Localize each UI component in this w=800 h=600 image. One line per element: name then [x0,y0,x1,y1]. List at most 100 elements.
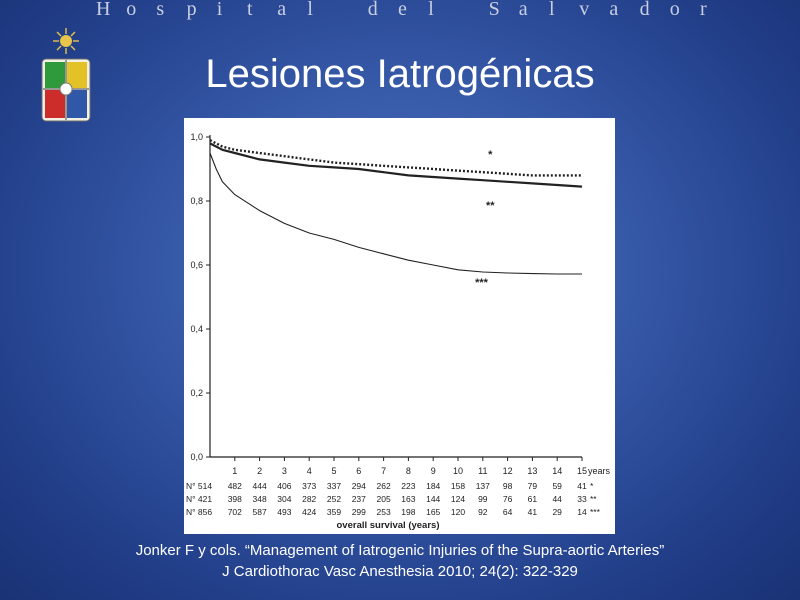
y-tick-label: 0,8 [190,196,203,206]
header-letter: p [186,0,198,20]
header-letter: H [96,0,112,20]
at-risk-value: 304 [277,494,291,504]
at-risk-value: 294 [352,481,366,491]
at-risk-value: 262 [377,481,391,491]
header-letter: l [307,0,314,20]
x-tick-label: 6 [356,466,361,476]
x-tick-label: 9 [431,466,436,476]
curve-marker-1: * [488,149,493,161]
curve-marker-3: *** [475,277,489,289]
at-risk-label: N° 514 [186,481,212,491]
at-risk-value: 223 [401,481,415,491]
header-letter: i [216,0,224,20]
header-letter: S [488,0,501,20]
at-risk-value: 299 [352,507,366,517]
at-risk-value: 64 [503,507,513,517]
y-tick-label: 0,6 [190,260,203,270]
at-risk-value: 482 [228,481,242,491]
at-risk-value: 41 [528,507,538,517]
survival-chart: 0,00,20,40,60,81,01 2 3 4 5 6 7 8 9 10 11 12 13 14 15 y… [186,132,611,531]
x-tick-label: 3 [282,466,287,476]
at-risk-label: N° 856 [186,507,212,517]
citation: Jonker F y cols. “Management of Iatrogen… [0,540,800,582]
at-risk-value: 124 [451,494,465,504]
at-risk-value: 41 [577,481,587,491]
at-risk-value: 444 [253,481,267,491]
at-risk-value: 98 [503,481,513,491]
at-risk-value: 61 [528,494,538,504]
at-risk-value: 33 [577,494,587,504]
citation-line-2: J Cardiothorac Vasc Anesthesia 2010; 24(… [222,563,578,580]
survival-curve-1 [209,139,582,177]
curve-marker-2: ** [486,200,495,212]
header-letter: l [549,0,556,20]
at-risk-value: 76 [503,494,513,504]
at-risk-value: 424 [302,507,316,517]
at-risk-value: 198 [401,507,415,517]
at-risk-value: 702 [228,507,242,517]
x-tick-label: 1 [232,466,237,476]
at-risk-value: 158 [451,481,465,491]
at-risk-marker: *** [590,507,601,517]
at-risk-value: 282 [302,494,316,504]
at-risk-value: 184 [426,481,440,491]
at-risk-label: N° 421 [186,494,212,504]
slide-title: Lesiones Iatrogénicas [205,52,595,96]
x-tick-label: 4 [307,466,312,476]
at-risk-marker: ** [590,494,597,504]
x-tick-label: 14 [552,466,562,476]
x-tick-label: 11 [478,466,487,476]
header-letter: l [428,0,435,20]
y-tick-label: 0,4 [190,324,203,334]
at-risk-value: 252 [327,494,341,504]
at-risk-value: 253 [377,507,391,517]
at-risk-value: 79 [528,481,538,491]
at-risk-value: 237 [352,494,366,504]
header-letter: o [669,0,681,20]
at-risk-marker: * [590,481,594,491]
university-coat-of-arms-icon [41,28,91,122]
header-letter: o [126,0,138,20]
at-risk-value: 587 [253,507,267,517]
x-tick-label: 12 [503,466,513,476]
x-tick-label: 7 [381,466,386,476]
header-letter: a [609,0,620,20]
survival-curve-2 [209,142,583,188]
at-risk-value: 120 [451,507,465,517]
x-tick-label: 15 [577,466,587,476]
survival-curve-3 [209,152,582,275]
at-risk-value: 205 [377,494,391,504]
x-unit-label: years [588,466,611,476]
header-letter: e [398,0,408,20]
at-risk-value: 59 [552,481,562,491]
x-axis-label: overall survival (years) [337,520,440,531]
header-letter: d [639,0,651,20]
header-letter: a [277,0,288,20]
x-tick-label: 5 [331,466,336,476]
x-tick-label: 10 [453,466,463,476]
header-letter: t [247,0,254,20]
y-tick-label: 0,0 [190,452,203,462]
citation-line-1: Jonker F y cols. “Management of Iatrogen… [135,542,665,559]
at-risk-value: 14 [577,507,587,517]
header-letter: r [700,0,708,20]
at-risk-value: 163 [401,494,415,504]
survival-chart-panel: 0,0 0,2 0,4 0,6 0,8 1,0 1 2 3 4 5 6 7 8 9 10 11 12 13 14 15 y… [184,118,615,534]
at-risk-value: 165 [426,507,440,517]
at-risk-value: 44 [552,494,562,504]
y-tick-label: 0,2 [190,388,203,398]
x-tick-label: 2 [257,466,262,476]
header-letter: v [579,0,591,20]
at-risk-value: 144 [426,494,440,504]
header-letter: s [156,0,166,20]
at-risk-value: 493 [277,507,291,517]
at-risk-value: 99 [478,494,488,504]
at-risk-value: 337 [327,481,341,491]
header-letter: d [367,0,379,20]
header-letter: a [518,0,529,20]
y-tick-label: 1,0 [190,132,203,142]
x-tick-label: 8 [406,466,411,476]
at-risk-value: 359 [327,507,341,517]
at-risk-value: 398 [228,494,242,504]
